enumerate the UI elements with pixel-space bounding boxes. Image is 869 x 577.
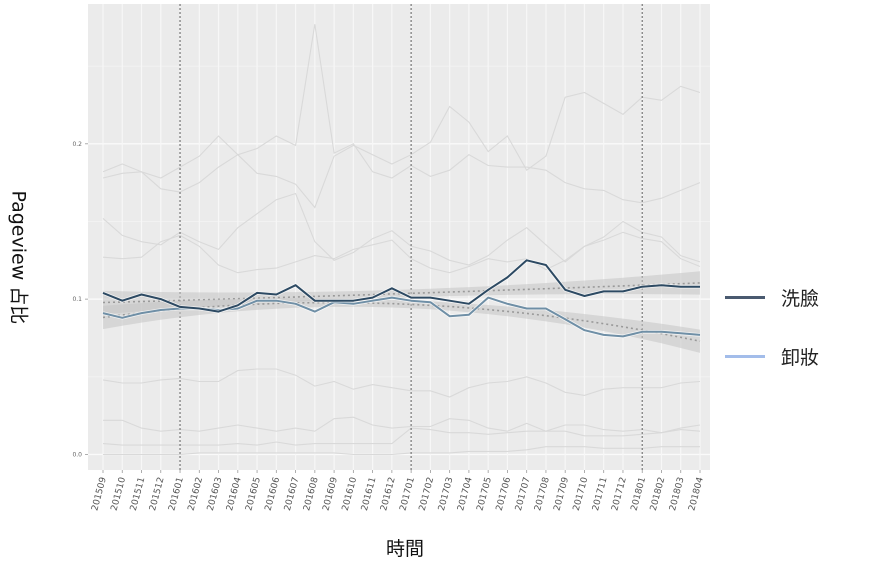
x-tick-label: 201702 <box>418 476 437 512</box>
x-tick-label: 201605 <box>244 476 263 512</box>
legend-swatch <box>725 296 765 299</box>
background-series-line <box>103 446 700 456</box>
x-tick-label: 201708 <box>533 476 552 512</box>
x-tick-label: 201612 <box>379 476 398 512</box>
y-axis-label: Pageview 占比 <box>7 190 30 325</box>
background-series-line <box>103 416 701 434</box>
x-tick-label: 201601 <box>167 476 186 512</box>
background-series-line <box>102 427 701 446</box>
x-tick-label: 201609 <box>321 476 340 512</box>
x-tick-label: 201710 <box>572 476 591 512</box>
legend-label: 洗臉 <box>781 288 820 310</box>
x-tick-label: 201511 <box>129 476 148 512</box>
x-tick-label: 201611 <box>360 476 379 512</box>
legend-item-0: 洗臉 <box>725 268 819 327</box>
x-tick-label: 201509 <box>90 476 109 512</box>
x-tick-label: 201610 <box>341 476 360 512</box>
y-tick-label: 0.0 <box>72 451 82 458</box>
x-tick-label: 201703 <box>437 476 456 512</box>
x-tick-label: 201712 <box>610 476 629 512</box>
x-tick-label: 201711 <box>591 476 610 512</box>
x-tick-label: 201804 <box>687 476 706 512</box>
background-series-line <box>102 192 701 266</box>
x-axis-label: 時間 <box>385 538 424 560</box>
legend: 洗臉 卸妝 <box>725 268 819 386</box>
x-tick-label: 201705 <box>476 476 495 512</box>
x-tick-label: 201802 <box>649 476 668 512</box>
x-tick-label: 201607 <box>283 476 302 512</box>
background-series-line <box>102 368 701 398</box>
y-tick-label: 0.2 <box>72 141 82 148</box>
series-line <box>102 259 700 313</box>
background-series-line <box>102 24 701 204</box>
x-tick-label: 201510 <box>110 476 129 512</box>
x-tick-label: 201512 <box>148 476 167 512</box>
legend-item-1: 卸妝 <box>725 327 819 386</box>
x-tick-label: 201707 <box>514 476 533 512</box>
legend-swatch <box>725 355 765 358</box>
background-series-line <box>102 85 701 209</box>
background-series-line <box>102 231 701 274</box>
x-tick-label: 201602 <box>187 476 206 512</box>
y-tick-label: 0.1 <box>72 296 82 303</box>
x-tick-label: 201603 <box>206 476 225 512</box>
x-tick-label: 201608 <box>302 476 321 512</box>
x-tick-label: 201704 <box>456 476 475 512</box>
legend-label: 卸妝 <box>781 347 820 369</box>
x-tick-label: 201706 <box>495 476 514 512</box>
x-tick-label: 201801 <box>630 476 649 512</box>
x-tick-label: 201604 <box>225 476 244 512</box>
x-tick-label: 201701 <box>398 476 417 512</box>
x-tick-label: 201803 <box>668 476 687 512</box>
x-tick-label: 201709 <box>553 476 572 512</box>
x-tick-label: 201606 <box>264 476 283 512</box>
